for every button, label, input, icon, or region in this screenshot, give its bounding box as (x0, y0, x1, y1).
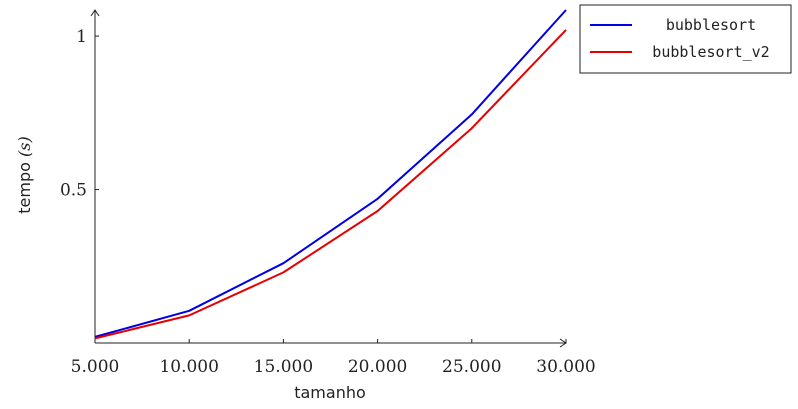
y-axis-label-unit: (s) (15, 136, 34, 157)
x-tick-label: 5.000 (71, 357, 120, 377)
legend-label-bubblesort-v2: bubblesort_v2 (652, 43, 769, 61)
x-tick-label: 15.000 (254, 357, 313, 377)
x-tick-label: 30.000 (536, 357, 595, 377)
y-tick-label: 0.5 (60, 181, 87, 201)
y-axis-arrow (90, 9, 100, 17)
legend-label-bubblesort: bubblesort (666, 16, 756, 34)
x-tick-label: 25.000 (442, 357, 501, 377)
y-tick-label: 1 (76, 27, 87, 47)
x-tick-label: 20.000 (348, 357, 407, 377)
axes (90, 9, 567, 348)
y-axis-label: tempo (s) (15, 136, 34, 213)
series-line-bubblesort (94, 9, 567, 338)
series-line-bubblesort-v2 (94, 29, 567, 340)
y-axis-label-text: tempo (15, 162, 34, 214)
x-axis-label: tamanho (294, 383, 366, 402)
ticks: 5.000 10.000 15.000 20.000 25.000 30.000 0.5 1 (60, 27, 596, 377)
legend: bubblesort bubblesort_v2 (579, 4, 792, 74)
legend-box (579, 4, 792, 74)
series-group (94, 9, 567, 340)
x-tick-label: 10.000 (159, 357, 218, 377)
